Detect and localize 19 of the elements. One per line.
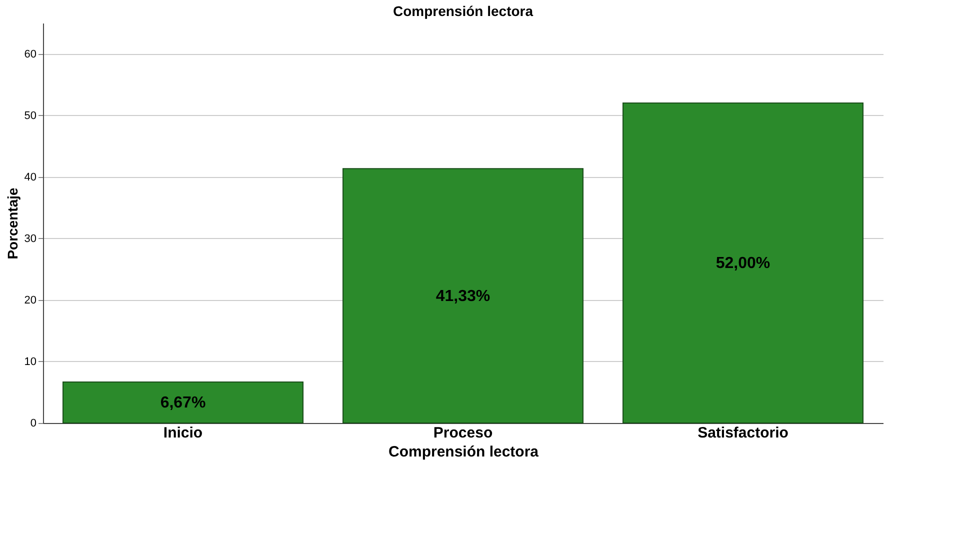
y-tick-label: 20 (24, 294, 36, 306)
x-axis-title: Comprensión lectora (388, 444, 540, 460)
y-tick-label: 50 (24, 110, 36, 122)
x-tick-label: Proceso (433, 424, 493, 442)
bar (622, 102, 864, 424)
x-tick-label: Inicio (163, 424, 203, 442)
x-tick-label: Satisfactorio (698, 424, 788, 442)
y-tick-label: 30 (24, 232, 36, 245)
data-label: 6,67% (160, 394, 206, 412)
y-tick-label: 40 (24, 171, 36, 184)
chart-title: Comprensión lectora (392, 3, 534, 19)
bar (62, 381, 304, 424)
bar (342, 168, 584, 424)
y-axis-title: Porcentaje (4, 187, 20, 260)
y-tick-label: 0 (30, 418, 36, 430)
data-label: 52,00% (716, 255, 770, 272)
y-tick-label: 60 (24, 48, 36, 60)
y-tick-label: 10 (24, 356, 36, 368)
data-label: 41,33% (436, 288, 490, 305)
